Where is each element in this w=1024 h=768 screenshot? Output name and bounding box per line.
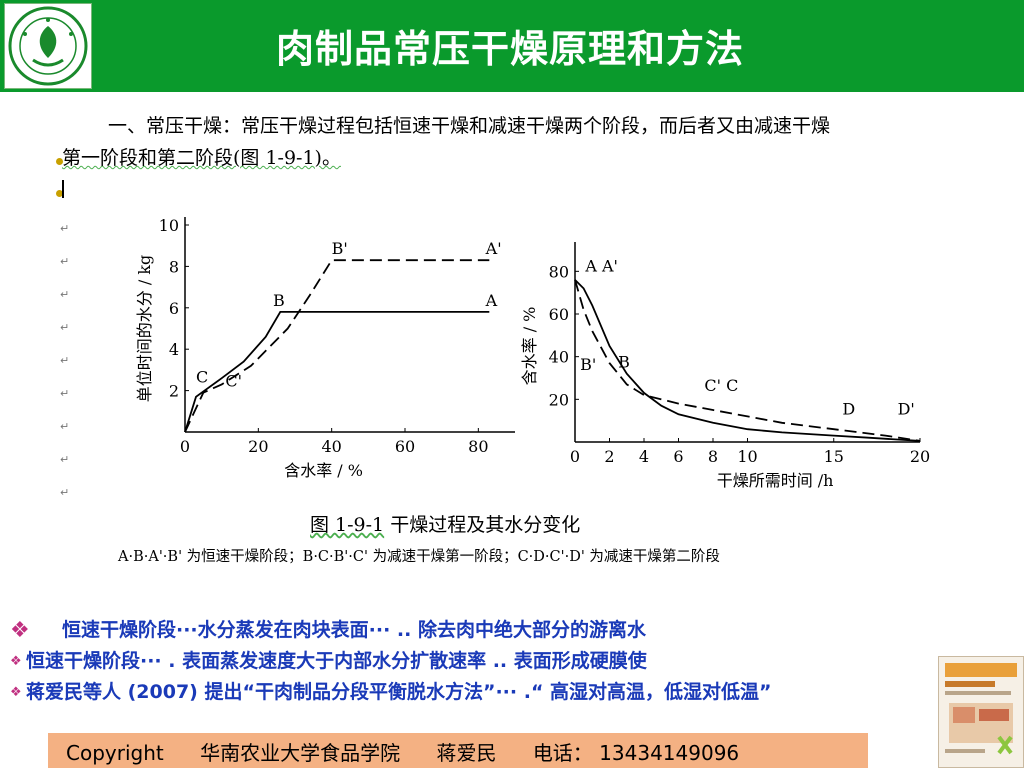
slide-title: 肉制品常压干燥原理和方法 — [275, 27, 744, 71]
point-label: B — [618, 353, 630, 372]
intro-line-2: 第一阶段和第二阶段(图 1-9-1)。 — [62, 147, 341, 169]
x-axis-label: 干燥所需时间 /h — [717, 471, 834, 490]
bullet-dot-icon — [56, 158, 63, 165]
x-tick-label: 0 — [180, 437, 190, 456]
x-tick-label: 15 — [824, 447, 844, 466]
bullet-text: 恒速干燥阶段··· . 表面蒸发速度大于内部水分扩散速率 .. 表面形成硬膜使 — [26, 650, 647, 672]
intro-paragraph: 一、常压干燥：常压干燥过程包括恒速干燥和减速干燥两个阶段，而后者又由减速干燥 第… — [62, 110, 962, 174]
bullet-text: 恒速干燥阶段···水分蒸发在肉块表面··· .. 除去肉中绝大部分的游离水 — [62, 619, 646, 641]
point-label: B' — [580, 355, 596, 374]
moisture-time-chart: 0 2 4 6 8 10 15 20 20 40 60 80 A A' B' B C' C D D' 干燥所需时间 … — [520, 242, 930, 490]
diamond-bullet-icon: ❖ — [10, 654, 22, 669]
paragraph-mark-icon: ↵ — [60, 321, 70, 334]
y-tick-label: 80 — [549, 262, 569, 281]
y-tick-label: 10 — [159, 216, 179, 235]
x-tick-label: 0 — [570, 447, 580, 466]
paragraph-mark-icon: ↵ — [60, 354, 70, 367]
y-tick-label: 6 — [169, 299, 179, 318]
paragraph-mark-icon: ↵ — [60, 453, 70, 466]
x-tick-label: 80 — [468, 437, 488, 456]
x-tick-label: 2 — [604, 447, 614, 466]
university-logo-icon — [4, 3, 92, 89]
x-tick-label: 60 — [395, 437, 415, 456]
bullet-dot-icon — [56, 190, 63, 197]
dashed-series-line — [574, 279, 921, 442]
point-label: D' — [898, 400, 915, 419]
y-tick-label: 20 — [549, 390, 569, 409]
y-tick-label: 4 — [169, 340, 179, 359]
figure-legend-line: A·B·A'·B' 为恒速干燥阶段；B·C·B'·C' 为减速干燥第一阶段；C·… — [118, 549, 720, 565]
book-cover-icon — [938, 656, 1024, 768]
bullet-item: ❖ 蒋爱民等人 (2007) 提出“干肉制品分段平衡脱水方法”··· .“ 高湿… — [10, 677, 940, 708]
x-axis-label: 含水率 / % — [284, 461, 363, 480]
bullet-text: 蒋爱民等人 (2007) 提出“干肉制品分段平衡脱水方法”··· .“ 高湿对高… — [26, 681, 772, 703]
figure-number: 图 1-9-1 — [310, 514, 385, 536]
y-tick-label: 8 — [169, 257, 179, 276]
footer-institution: 华南农业大学食品学院 — [200, 741, 401, 765]
solid-series-line — [574, 279, 921, 442]
footer-bar: Copyright 华南农业大学食品学院 蒋爱民 电话： 13434149096 — [48, 733, 868, 768]
x-tick-label: 10 — [737, 447, 757, 466]
paragraph-mark-icon: ↵ — [60, 255, 70, 268]
point-label: A — [485, 291, 498, 310]
footer-phone: 电话： 13434149096 — [532, 741, 740, 765]
diamond-bullet-icon: ❖ — [10, 618, 30, 643]
point-label: B' — [332, 239, 348, 258]
footer-text: Copyright 华南农业大学食品学院 蒋爱民 电话： 13434149096 — [66, 737, 769, 766]
point-label: C' — [225, 372, 242, 391]
x-tick-label: 20 — [248, 437, 268, 456]
x-tick-label: 6 — [673, 447, 683, 466]
point-label: C — [196, 368, 208, 387]
point-label: A' — [485, 239, 502, 258]
figure-caption: 图 1-9-1 干燥过程及其水分变化 — [310, 510, 580, 537]
paragraph-mark-icon: ↵ — [60, 420, 70, 433]
point-label: C' C — [704, 376, 738, 395]
footer-copyright: Copyright — [66, 741, 164, 765]
paragraph-mark-icon: ↵ — [60, 222, 70, 235]
footer-author: 蒋爱民 — [436, 741, 497, 765]
text-cursor — [62, 180, 64, 198]
dashed-series-line — [184, 259, 490, 433]
paragraph-mark-icon: ↵ — [60, 387, 70, 400]
x-tick-label: 40 — [321, 437, 341, 456]
point-label: A A' — [584, 257, 618, 276]
point-label: B — [273, 291, 285, 310]
drying-rate-chart: 0 20 40 60 80 2 4 6 8 10 B' A' B A C C' 含水率 / % 单位时间的水分 /… — [135, 216, 515, 480]
bullet-item: ❖ 恒速干燥阶段···水分蒸发在肉块表面··· .. 除去肉中绝大部分的游离水 — [10, 615, 940, 646]
bullet-item: ❖ 恒速干燥阶段··· . 表面蒸发速度大于内部水分扩散速率 .. 表面形成硬膜… — [10, 646, 940, 677]
bullet-list: ❖ 恒速干燥阶段···水分蒸发在肉块表面··· .. 除去肉中绝大部分的游离水 … — [10, 615, 940, 708]
diamond-bullet-icon: ❖ — [10, 685, 22, 700]
y-axis-label: 单位时间的水分 / kg — [135, 255, 154, 403]
y-tick-label: 40 — [549, 348, 569, 367]
solid-series-line — [184, 311, 490, 433]
y-tick-label: 60 — [549, 305, 569, 324]
point-label: D — [842, 400, 855, 419]
paragraph-mark-icon: ↵ — [60, 288, 70, 301]
x-tick-label: 20 — [910, 447, 930, 466]
x-tick-label: 8 — [708, 447, 718, 466]
figure-caption-text: 干燥过程及其水分变化 — [384, 514, 581, 536]
y-tick-label: 2 — [169, 382, 179, 401]
slide-header: 肉制品常压干燥原理和方法 — [0, 0, 1024, 92]
intro-line-1: 一、常压干燥：常压干燥过程包括恒速干燥和减速干燥两个阶段，而后者又由减速干燥 — [108, 115, 831, 137]
x-tick-label: 4 — [639, 447, 649, 466]
paragraph-mark-icon: ↵ — [60, 486, 70, 499]
y-axis-label: 含水率 / % — [520, 307, 539, 386]
